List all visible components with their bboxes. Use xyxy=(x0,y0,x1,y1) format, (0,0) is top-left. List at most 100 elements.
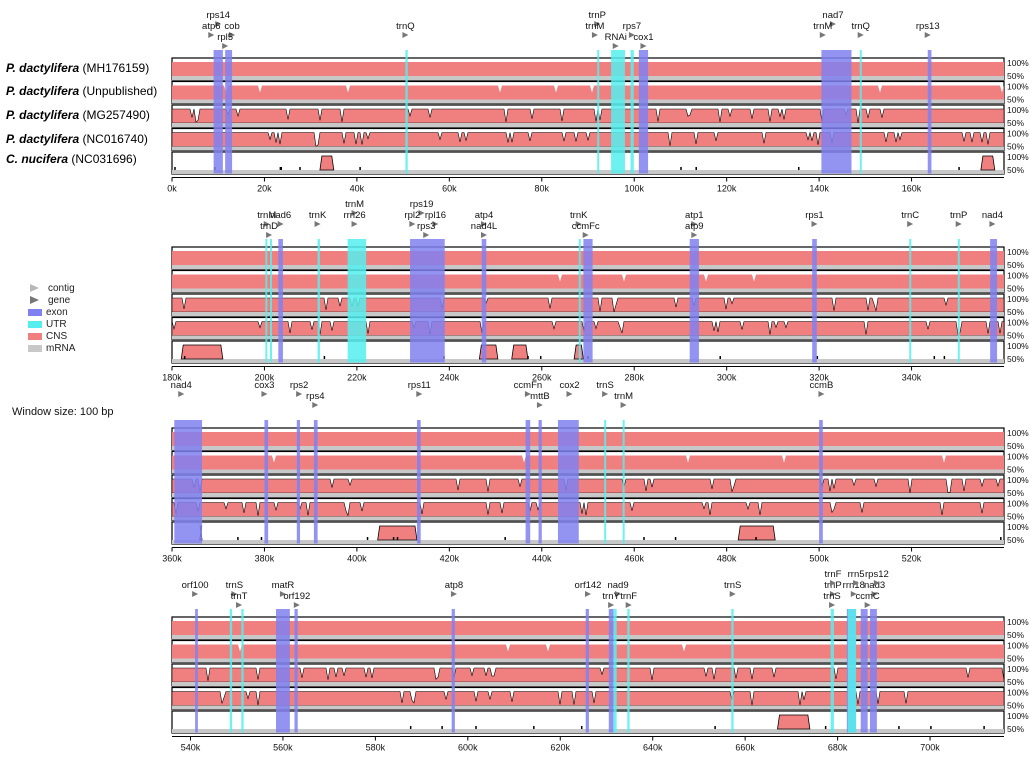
exon-band xyxy=(860,609,868,733)
pct-100-label: 100% xyxy=(1007,499,1029,509)
pct-50-label: 50% xyxy=(1007,71,1024,81)
gene-label: cob xyxy=(224,21,239,32)
track-4: 100% 50% xyxy=(171,316,1029,341)
pct-100-label: 100% xyxy=(1007,664,1029,674)
conserved-block xyxy=(511,344,529,360)
utr-band xyxy=(611,50,625,174)
gene-label: nad4 xyxy=(982,210,1003,221)
gene-arrow xyxy=(277,221,284,227)
utr-band xyxy=(317,239,320,363)
gene-label: trnM xyxy=(345,199,364,210)
legend-label: CNS xyxy=(46,330,68,342)
gene-arrow xyxy=(924,32,931,38)
baseline-band xyxy=(172,76,1004,80)
legend-swatch xyxy=(28,344,42,352)
gene-arrow xyxy=(591,32,598,38)
track-3: 100% 50% xyxy=(171,663,1029,687)
gene-arrow xyxy=(585,591,591,597)
pct-50-label: 50% xyxy=(1007,354,1024,364)
pct-100-label: 100% xyxy=(1007,152,1029,162)
x-tick-label: 340k xyxy=(902,373,922,383)
pct-50-label: 50% xyxy=(1007,535,1024,545)
gene-arrow xyxy=(314,221,321,227)
minor-hit xyxy=(933,356,936,359)
x-tick-label: 580k xyxy=(366,743,386,753)
legend-item-cns: CNS xyxy=(28,330,75,342)
gene-arrow xyxy=(857,32,864,38)
baseline-band xyxy=(172,516,1004,521)
baseline-band xyxy=(172,446,1004,450)
pct-50-label: 50% xyxy=(1007,488,1024,498)
x-tick-label: 480k xyxy=(717,554,737,564)
gene-label: matR xyxy=(272,580,295,591)
gene-arrow xyxy=(215,21,222,27)
gene-label: rpl2 xyxy=(404,210,420,221)
utr-band xyxy=(731,609,734,733)
gene-label: trnM xyxy=(585,21,604,32)
gene-label: trnP xyxy=(589,10,606,21)
gene-arrow xyxy=(829,602,836,608)
conserved-block xyxy=(980,155,996,171)
minor-hit xyxy=(409,726,412,729)
gene-label: atp6 xyxy=(202,21,221,32)
minor-hit xyxy=(755,537,757,540)
x-tick-label: 420k xyxy=(440,554,460,564)
gene-label: nad6 xyxy=(270,210,291,221)
pct-100-label: 100% xyxy=(1007,617,1029,627)
baseline-band xyxy=(172,493,1004,497)
gene-label: trnS xyxy=(226,580,243,591)
track-2: 100% 50% xyxy=(171,639,1029,664)
pct-50-label: 50% xyxy=(1007,654,1024,664)
gene-label: rps12 xyxy=(865,569,889,580)
minor-hit xyxy=(983,726,985,729)
legend-label: gene xyxy=(48,294,71,306)
gene-arrow xyxy=(208,32,215,38)
x-tick-label: 660k xyxy=(735,743,755,753)
exon-band xyxy=(296,420,301,544)
pct-100-label: 100% xyxy=(1007,294,1029,304)
gene-arrow xyxy=(229,32,236,38)
legend-swatch xyxy=(28,308,42,316)
gene-arrow xyxy=(628,32,635,38)
exon-band xyxy=(525,420,531,544)
baseline-band xyxy=(172,469,1004,474)
pct-50-label: 50% xyxy=(1007,512,1024,522)
gene-arrow xyxy=(418,210,425,216)
pct-100-label: 100% xyxy=(1007,688,1029,698)
minor-hit xyxy=(392,537,395,540)
gene-arrow xyxy=(819,32,826,38)
exon-band xyxy=(990,239,998,363)
gene-arrow xyxy=(178,391,185,397)
gene-label: trnS xyxy=(724,580,741,591)
utr-band xyxy=(627,609,630,733)
gene-arrow xyxy=(829,580,836,586)
pct-50-label: 50% xyxy=(1007,701,1024,711)
conserved-block xyxy=(737,525,776,541)
gene-arrow xyxy=(989,221,996,227)
pct-50-label: 50% xyxy=(1007,677,1024,687)
minor-hit xyxy=(797,167,800,170)
utr-band xyxy=(229,609,233,733)
gene-label: rps19 xyxy=(410,199,434,210)
pct-50-label: 50% xyxy=(1007,441,1024,451)
conserved-block xyxy=(377,525,418,541)
seq-label-2: P. dactylifera (Unpublished) xyxy=(6,84,158,98)
gene-label: orf142 xyxy=(575,580,602,591)
x-tick-label: 560k xyxy=(273,743,293,753)
x-tick-label: 220k xyxy=(347,373,367,383)
gene-arrow xyxy=(409,221,416,227)
gene-label: ccmB xyxy=(810,380,834,391)
seq-label-5: C. nucifera (NC031696) xyxy=(6,152,137,166)
conservation-profile xyxy=(171,502,1005,517)
track-3: 100% 50% xyxy=(171,293,1029,317)
seq-label-4: P. dactylifera (NC016740) xyxy=(6,132,148,146)
utr-band xyxy=(597,50,600,174)
gene-label: trnS xyxy=(823,591,840,602)
gene-label: rps11 xyxy=(408,380,431,391)
exon-band xyxy=(538,420,542,544)
legend-item-contig: contig xyxy=(28,282,75,294)
x-tick-label: 540k xyxy=(181,743,201,753)
exon-band xyxy=(812,239,817,363)
gene-label: trnM xyxy=(257,210,276,221)
pct-100-label: 100% xyxy=(1007,129,1029,139)
